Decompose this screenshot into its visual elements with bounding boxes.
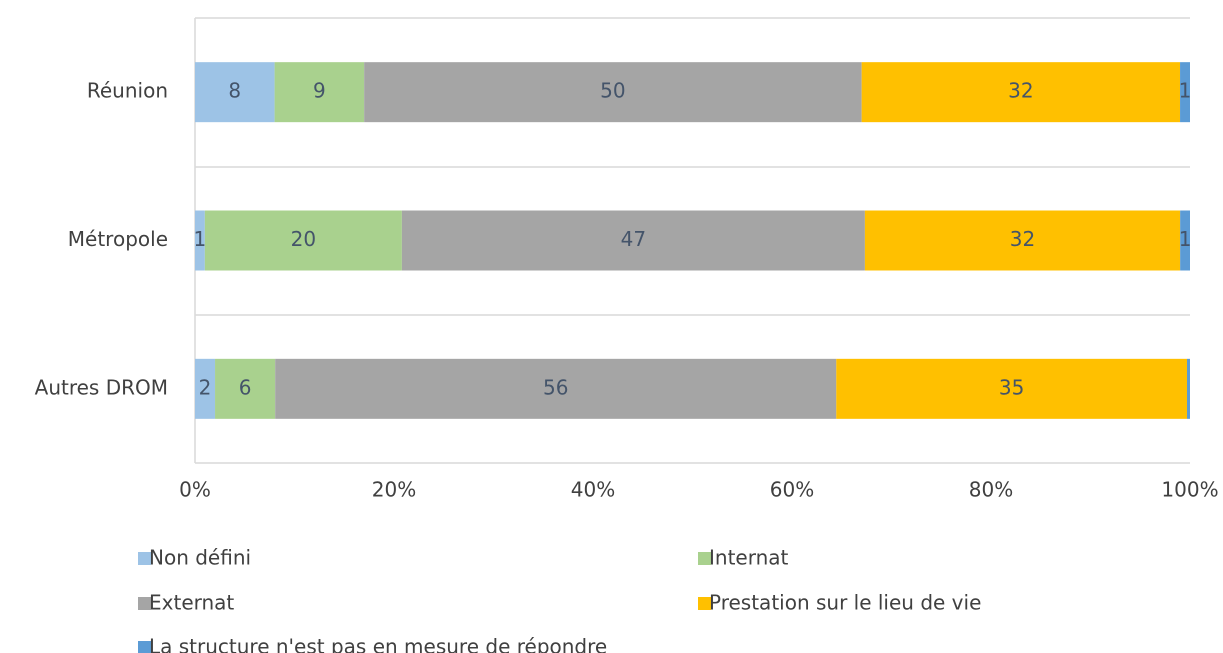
data-label: 50 xyxy=(600,79,625,103)
bar-segment xyxy=(861,62,1181,123)
bar-segment xyxy=(836,358,1187,419)
legend-swatch xyxy=(698,597,711,610)
x-tick-label: 60% xyxy=(770,478,814,502)
bar-segment xyxy=(195,210,205,271)
bar-segment xyxy=(275,358,837,419)
data-label: 35 xyxy=(999,375,1024,399)
y-tick-label: Réunion xyxy=(87,79,168,103)
data-label: 9 xyxy=(313,79,326,103)
x-tick-label: 20% xyxy=(372,478,416,502)
bar-segment xyxy=(204,210,402,271)
y-tick-label: Autres DROM xyxy=(35,375,168,399)
data-label: 47 xyxy=(621,227,646,251)
y-tick-label: Métropole xyxy=(68,227,168,251)
x-tick-label: 0% xyxy=(179,478,211,502)
data-label: 2 xyxy=(199,375,212,399)
data-label: 20 xyxy=(291,227,316,251)
bar-segment xyxy=(274,62,365,123)
x-tick-label: 80% xyxy=(969,478,1013,502)
legend-swatch xyxy=(698,552,711,565)
bar-segment xyxy=(364,62,862,123)
legend-label: Non défini xyxy=(149,546,251,570)
data-label: 1 xyxy=(1179,227,1192,251)
bar-segment xyxy=(215,358,276,419)
data-label: 32 xyxy=(1008,79,1033,103)
bar-segment xyxy=(195,62,275,123)
data-label: 32 xyxy=(1010,227,1035,251)
x-tick-label: 100% xyxy=(1161,478,1218,502)
x-tick-label: 40% xyxy=(571,478,615,502)
data-label: 1 xyxy=(194,227,207,251)
bar-segment xyxy=(1180,62,1190,123)
legend-label: Externat xyxy=(149,591,234,615)
bar-segment xyxy=(1180,210,1190,271)
legend-swatch xyxy=(138,552,151,565)
bar-segment xyxy=(195,358,216,419)
bar-segment xyxy=(1186,358,1190,419)
legend-swatch xyxy=(138,641,151,653)
data-label: 8 xyxy=(228,79,241,103)
legend-label: La structure n'est pas en mesure de répo… xyxy=(149,635,607,653)
legend-label: Internat xyxy=(709,546,789,570)
data-label: 1 xyxy=(1179,79,1192,103)
data-label: 56 xyxy=(543,375,568,399)
legend-swatch xyxy=(138,597,151,610)
bar-segment xyxy=(864,210,1181,271)
legend-label: Prestation sur le lieu de vie xyxy=(709,591,981,615)
data-label: 6 xyxy=(239,375,252,399)
bar-segment xyxy=(401,210,865,271)
